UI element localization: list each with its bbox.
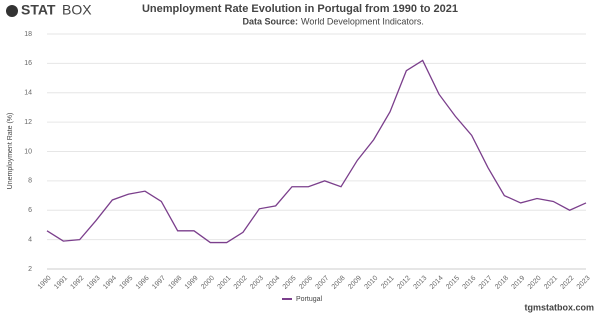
x-tick-label: 2022	[559, 275, 575, 291]
x-tick-label: 2003	[249, 275, 265, 291]
x-tick-label: 2021	[543, 275, 559, 291]
x-tick-label: 1997	[151, 275, 167, 291]
x-tick-label: 2016	[461, 275, 477, 291]
legend-label: Portugal	[296, 296, 323, 303]
x-tick-label: 2013	[412, 275, 428, 291]
logo-bold: STAT	[21, 2, 56, 18]
x-tick-label: 1992	[69, 275, 85, 291]
x-tick-label: 2018	[494, 275, 510, 291]
x-tick-label: 1990	[37, 275, 53, 291]
y-tick-label: 18	[24, 31, 32, 38]
y-tick-label: 8	[28, 178, 32, 185]
x-tick-label: 1994	[102, 275, 118, 291]
y-tick-label: 16	[24, 60, 32, 67]
chart-title: Unemployment Rate Evolution in Portugal …	[142, 3, 458, 15]
subtitle: World Development Indicators.	[301, 16, 424, 26]
logo-icon	[6, 5, 18, 17]
x-tick-label: 2010	[363, 275, 379, 291]
x-tick-label: 2009	[347, 275, 363, 291]
x-tick-label: 2006	[298, 275, 314, 291]
x-tick-label: 2002	[233, 275, 249, 291]
logo: STAT BOX	[6, 2, 92, 18]
y-tick-label: 12	[24, 119, 32, 126]
x-tick-label: 1996	[135, 275, 151, 291]
x-tick-label: 2008	[331, 275, 347, 291]
x-tick-label: 2023	[576, 275, 592, 291]
x-tick-label: 2012	[396, 275, 412, 291]
x-tick-label: 2000	[200, 275, 216, 291]
x-tick-label: 2017	[478, 275, 494, 291]
y-tick-label: 6	[28, 207, 32, 214]
x-tick-label: 2005	[282, 275, 298, 291]
x-tick-label: 1995	[118, 275, 134, 291]
x-tick-label: 2001	[216, 275, 232, 291]
footer: tgmstatbox.com	[524, 302, 594, 312]
x-tick-label: 2015	[445, 275, 461, 291]
y-tick-label: 14	[24, 90, 32, 97]
x-tick-label: 2020	[527, 275, 543, 291]
x-tick-label: 1991	[53, 275, 69, 291]
subtitle-label: Data Source:	[242, 16, 298, 26]
y-tick-label: 2	[28, 266, 32, 273]
y-axis-label: Unemployment Rate (%)	[7, 113, 14, 190]
x-tick-label: 2011	[380, 275, 396, 291]
x-tick-label: 2004	[265, 275, 281, 291]
x-tick-label: 2007	[314, 275, 330, 291]
x-tick-label: 1993	[86, 275, 102, 291]
logo-light: BOX	[62, 2, 92, 18]
x-tick-label: 2019	[510, 275, 526, 291]
y-tick-label: 4	[28, 236, 32, 243]
y-tick-label: 10	[24, 148, 32, 155]
line	[46, 59, 587, 244]
x-tick-label: 2014	[429, 275, 445, 291]
x-tick-label: 1998	[167, 275, 183, 291]
x-tick-label: 1999	[184, 275, 200, 291]
